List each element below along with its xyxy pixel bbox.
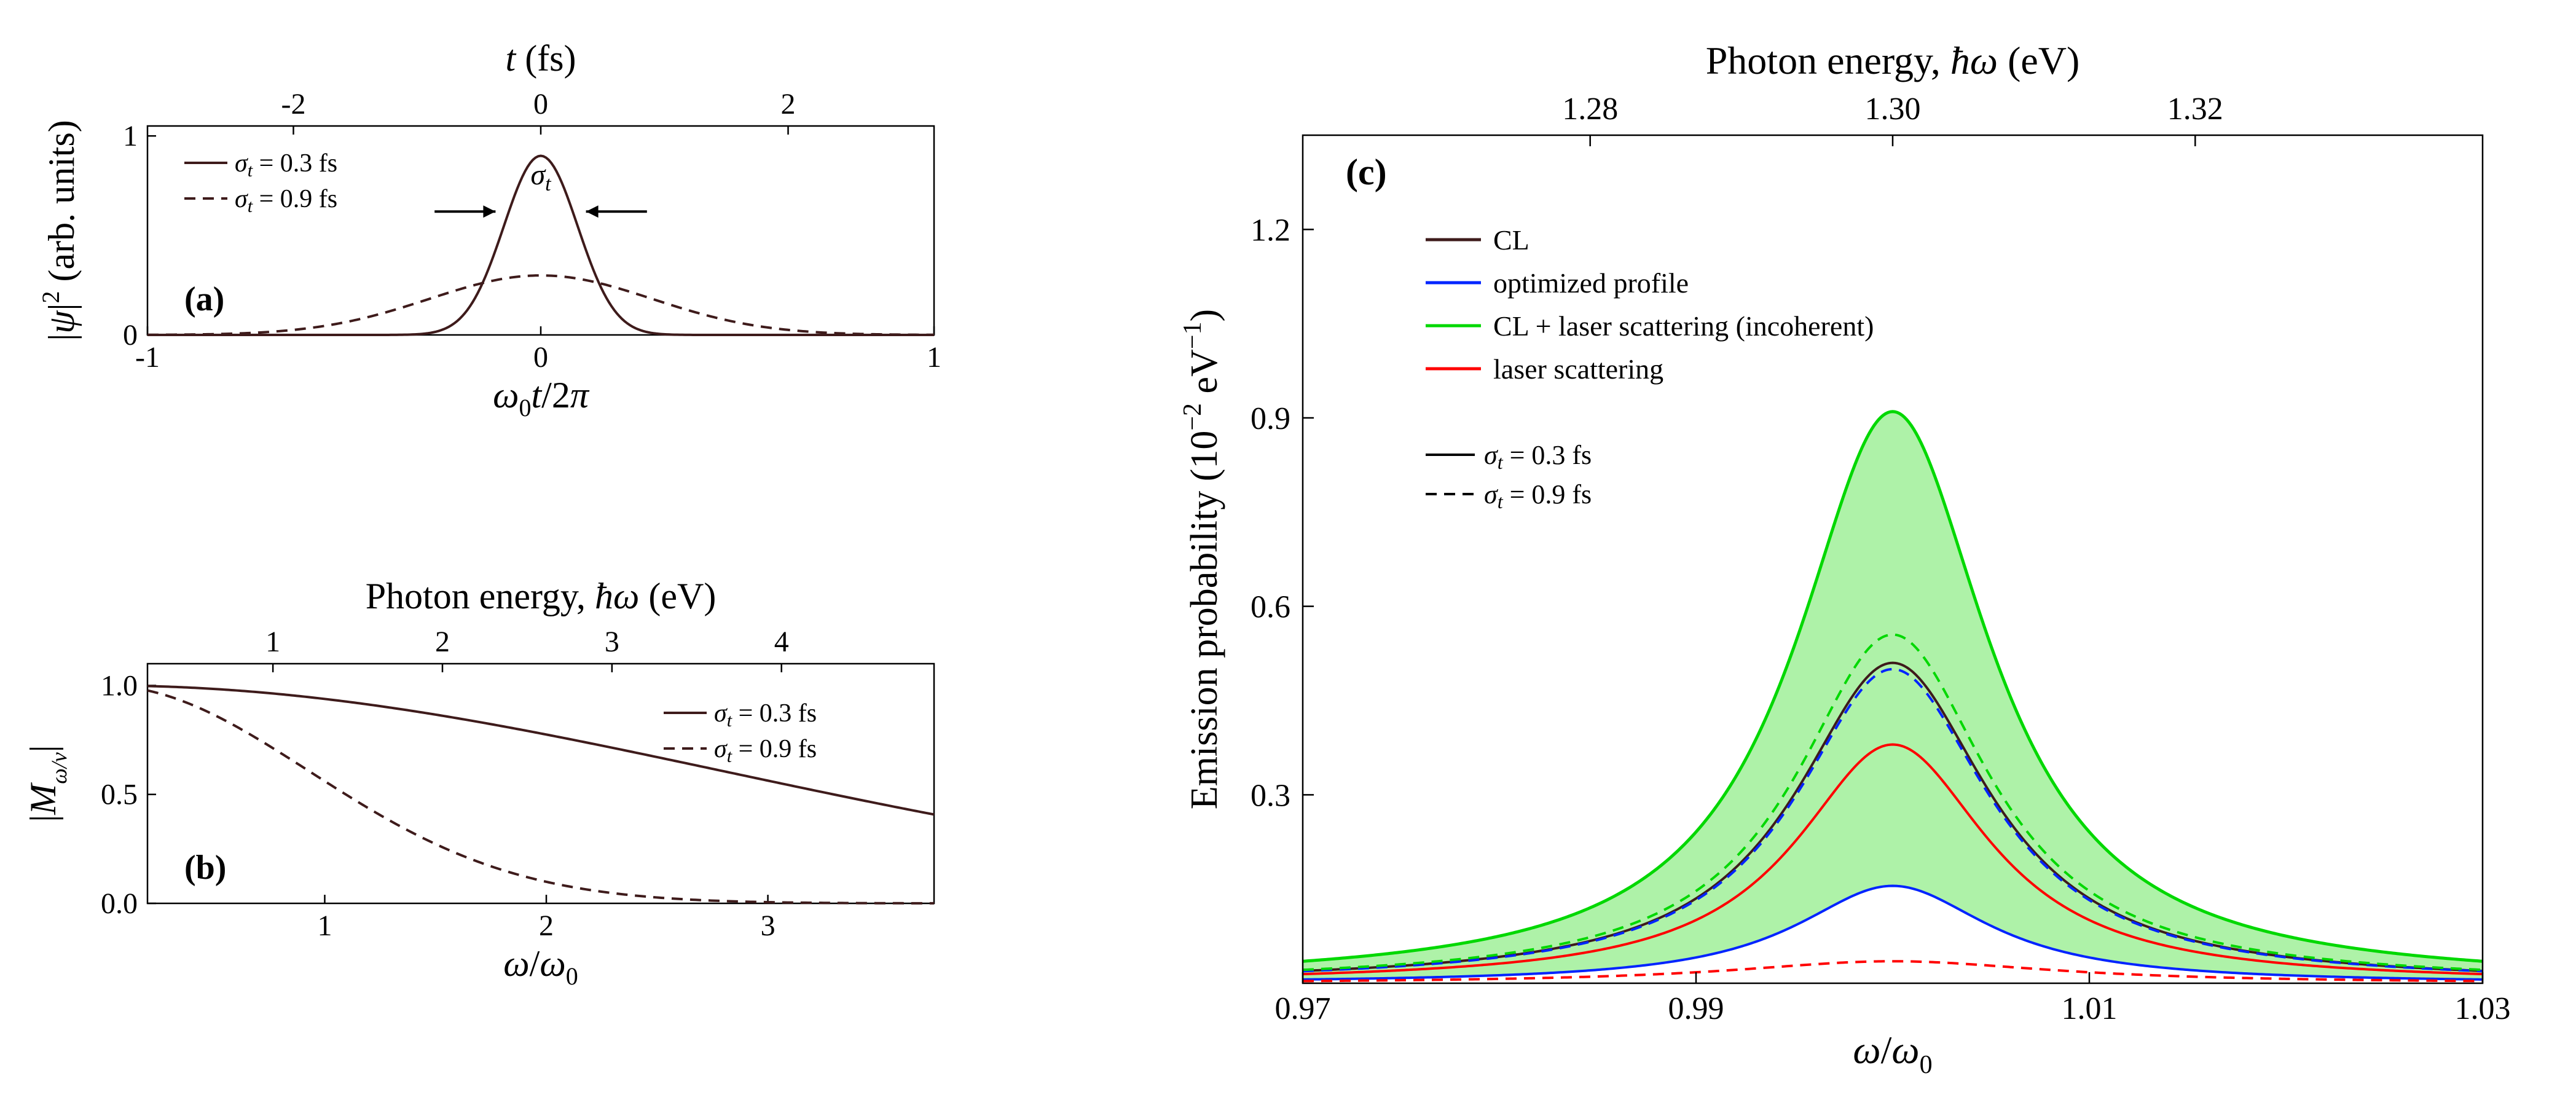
svg-text:σt = 0.9 fs: σt = 0.9 fs xyxy=(235,185,337,216)
svg-text:2: 2 xyxy=(435,626,450,658)
svg-text:1.28: 1.28 xyxy=(1562,92,1618,127)
svg-text:σt = 0.9 fs: σt = 0.9 fs xyxy=(1484,479,1592,513)
svg-text:1: 1 xyxy=(123,120,138,152)
svg-text:optimized profile: optimized profile xyxy=(1493,267,1689,299)
svg-text:σt = 0.3 fs: σt = 0.3 fs xyxy=(714,699,817,731)
svg-text:0.99: 0.99 xyxy=(1668,991,1724,1026)
svg-text:(a): (a) xyxy=(184,280,224,318)
svg-text:Photon energy, ħω (eV): Photon energy, ħω (eV) xyxy=(1706,39,2080,82)
svg-text:σt = 0.3 fs: σt = 0.3 fs xyxy=(1484,440,1592,473)
svg-text:1: 1 xyxy=(265,626,280,658)
svg-text:σt: σt xyxy=(530,159,552,195)
svg-text:σt = 0.9 fs: σt = 0.9 fs xyxy=(714,735,817,766)
svg-text:ω/ω0: ω/ω0 xyxy=(503,943,578,990)
svg-text:|Mω/v|: |Mω/v| xyxy=(23,745,71,822)
svg-text:|ψ|2 (arb. units): |ψ|2 (arb. units) xyxy=(37,120,82,341)
svg-text:(c): (c) xyxy=(1346,152,1387,192)
svg-text:1.0: 1.0 xyxy=(101,669,138,702)
svg-text:t (fs): t (fs) xyxy=(506,38,576,79)
svg-text:0.0: 0.0 xyxy=(101,887,138,920)
svg-text:0.3: 0.3 xyxy=(1251,778,1290,813)
svg-text:1: 1 xyxy=(927,341,941,374)
svg-text:laser scattering: laser scattering xyxy=(1493,353,1663,385)
svg-text:Photon energy, ħω (eV): Photon energy, ħω (eV) xyxy=(366,576,717,616)
figure-page: -101-20201σtσt = 0.3 fsσt = 0.9 fs(a)t (… xyxy=(0,0,2576,1108)
svg-text:Emission probability (10−2 eV−: Emission probability (10−2 eV−1) xyxy=(1179,309,1225,809)
svg-text:3: 3 xyxy=(761,910,776,942)
svg-text:3: 3 xyxy=(605,626,619,658)
svg-text:σt = 0.3 fs: σt = 0.3 fs xyxy=(235,149,337,181)
svg-text:2: 2 xyxy=(781,88,796,120)
svg-text:CL + laser scattering (incoher: CL + laser scattering (incoherent) xyxy=(1493,310,1874,342)
svg-text:ω/ω0: ω/ω0 xyxy=(1853,1028,1932,1079)
svg-text:1.32: 1.32 xyxy=(2167,92,2223,127)
svg-text:0.5: 0.5 xyxy=(101,779,138,811)
svg-text:0: 0 xyxy=(123,319,138,352)
svg-text:1.03: 1.03 xyxy=(2455,991,2511,1026)
svg-text:0: 0 xyxy=(533,341,548,374)
svg-text:CL: CL xyxy=(1493,224,1530,256)
svg-text:1.30: 1.30 xyxy=(1865,92,1921,127)
svg-text:0.9: 0.9 xyxy=(1251,401,1290,436)
svg-text:ω0t/2π: ω0t/2π xyxy=(493,375,590,422)
svg-text:0: 0 xyxy=(533,88,548,120)
figure-svg: -101-20201σtσt = 0.3 fsσt = 0.9 fs(a)t (… xyxy=(0,0,2576,1108)
svg-text:1.01: 1.01 xyxy=(2062,991,2118,1026)
svg-text:1: 1 xyxy=(317,910,332,942)
svg-text:4: 4 xyxy=(774,626,789,658)
svg-text:0.6: 0.6 xyxy=(1251,590,1290,625)
svg-text:(b): (b) xyxy=(184,849,226,887)
svg-text:2: 2 xyxy=(539,910,554,942)
svg-text:-1: -1 xyxy=(135,341,160,374)
svg-text:1.2: 1.2 xyxy=(1251,213,1290,248)
svg-text:-2: -2 xyxy=(281,88,305,120)
svg-text:0.97: 0.97 xyxy=(1275,991,1331,1026)
